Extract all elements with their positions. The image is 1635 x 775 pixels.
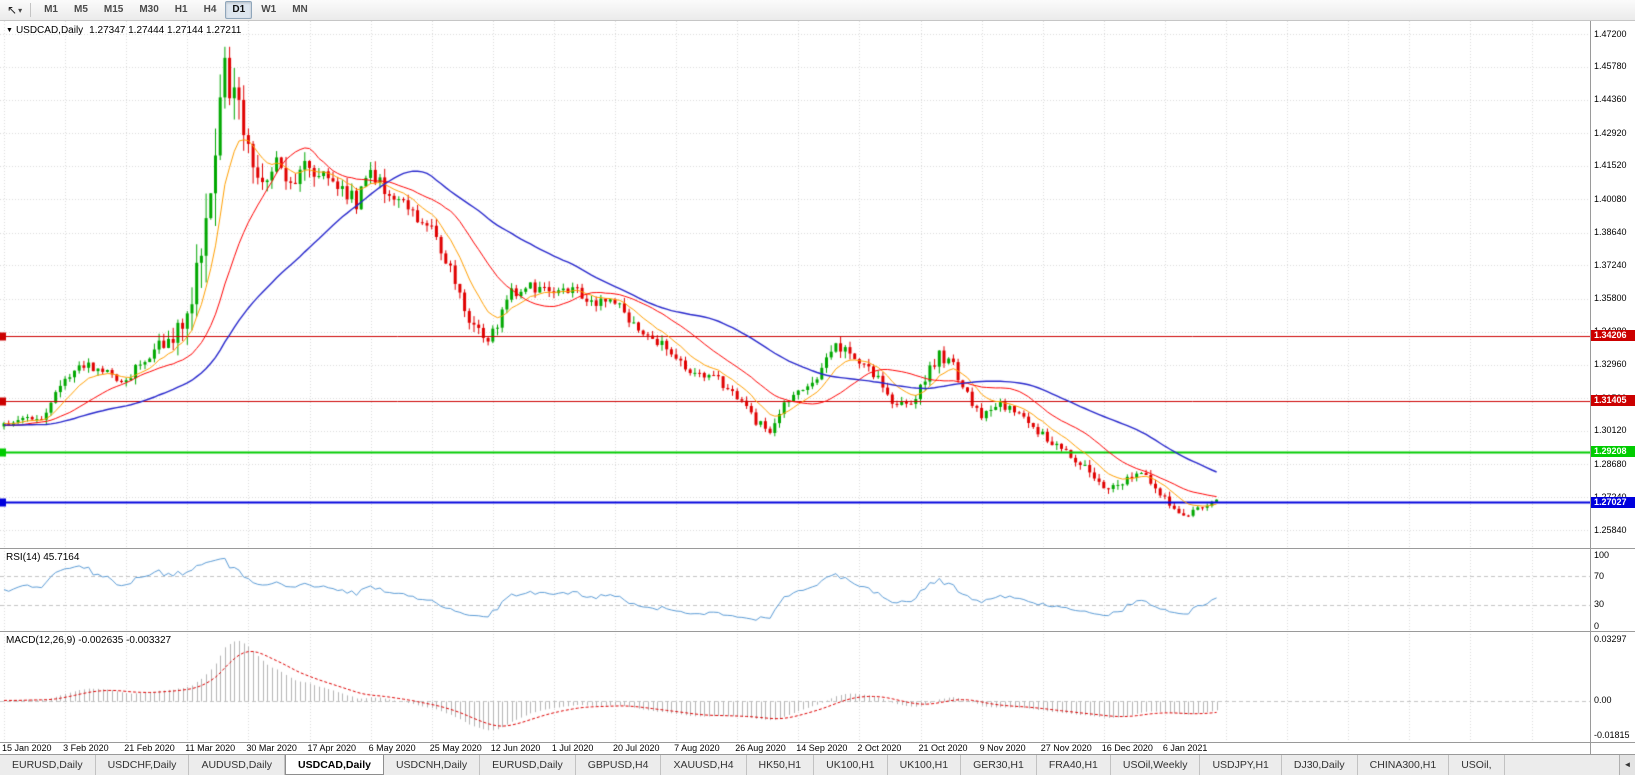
date-axis-label: 16 Dec 2020 xyxy=(1101,743,1153,753)
price-axis-label: 1.28680 xyxy=(1594,458,1627,469)
panel-separator[interactable] xyxy=(0,548,1635,549)
chart-tab-audusd-daily[interactable]: AUDUSD,Daily xyxy=(189,755,286,775)
cursor-icon: ↖ xyxy=(7,3,18,17)
price-axis-label: 1.40080 xyxy=(1594,193,1627,204)
date-axis-label: 12 Jun 2020 xyxy=(490,743,541,753)
chart-tab-hk50-h1[interactable]: HK50,H1 xyxy=(747,755,815,775)
chart-tab-fra40-h1[interactable]: FRA40,H1 xyxy=(1037,755,1111,775)
price-axis-label: 1.45780 xyxy=(1594,61,1627,72)
level-price-badge: 1.27027 xyxy=(1591,496,1635,508)
date-axis-label: 15 Jan 2020 xyxy=(2,743,52,753)
price-axis-label: 1.30120 xyxy=(1594,425,1627,436)
price-axis-label: 1.37240 xyxy=(1594,259,1627,270)
rsi-axis-label: 0 xyxy=(1594,620,1600,631)
price-axis-label: 1.42920 xyxy=(1594,127,1627,138)
date-axis-label: 27 Nov 2020 xyxy=(1040,743,1092,753)
chart-tab-usdjpy-h1[interactable]: USDJPY,H1 xyxy=(1200,755,1282,775)
chart-tab-eurusd-daily[interactable]: EURUSD,Daily xyxy=(0,755,96,775)
chart-window: ▼ USDCAD,Daily 1.27347 1.27444 1.27144 1.2… xyxy=(0,21,1635,754)
timeframe-button-d1[interactable]: D1 xyxy=(225,1,253,19)
macd-axis-label: 0.00 xyxy=(1594,695,1612,706)
level-price-badge: 1.34206 xyxy=(1591,330,1635,342)
tabs-scroll-left-button[interactable]: ◄ xyxy=(1619,755,1635,775)
timeframe-button-m15[interactable]: M15 xyxy=(103,4,124,15)
chart-tabs-bar: EURUSD,Daily USDCHF,Daily AUDUSD,Daily USDC… xyxy=(0,754,1635,775)
chart-tab-uk100-h1[interactable]: UK100,H1 xyxy=(814,755,888,775)
level-price-badge: 1.29208 xyxy=(1591,446,1635,458)
timeframe-button-h4[interactable]: H4 xyxy=(203,4,217,15)
price-axis[interactable]: 1.47200 1.45780 1.44360 1.42920 1.41520 1.400… xyxy=(1591,21,1635,754)
chart-tab-dj30-daily[interactable]: DJ30,Daily xyxy=(1282,755,1358,775)
macd-axis-label: 0.03297 xyxy=(1594,633,1627,644)
timeframe-button-m30[interactable]: M30 xyxy=(139,4,159,15)
date-axis-label: 6 Jan 2021 xyxy=(1162,743,1208,753)
timeframe-toolbar: ↖ ▾ M1 M5 M15 M30 H1 H4 D1 W1 MN xyxy=(0,0,1635,21)
chart-tab-gbpusd-h4[interactable]: GBPUSD,H4 xyxy=(576,755,662,775)
panel-separator[interactable] xyxy=(0,631,1635,632)
date-axis-label: 21 Feb 2020 xyxy=(124,743,175,753)
chart-tab-usdchf-daily[interactable]: USDCHF,Daily xyxy=(96,755,190,775)
chart-title: ▼ USDCAD,Daily 1.27347 1.27444 1.27144 1.2… xyxy=(6,25,241,36)
price-axis-label: 1.35800 xyxy=(1594,293,1627,304)
timeframe-button-m1[interactable]: M1 xyxy=(44,4,58,15)
macd-indicator-label: MACD(12,26,9) -0.002635 -0.003327 xyxy=(6,635,172,646)
chart-tab-china300-h1[interactable]: CHINA300,H1 xyxy=(1358,755,1450,775)
price-axis-label: 1.47200 xyxy=(1594,28,1627,39)
price-axis-divider xyxy=(1590,21,1591,754)
chart-tabs: EURUSD,Daily USDCHF,Daily AUDUSD,Daily USDC… xyxy=(0,755,1635,775)
date-axis-label: 11 Mar 2020 xyxy=(185,743,236,753)
chart-tab-uk100-h1[interactable]: UK100,H1 xyxy=(888,755,962,775)
collapse-triangle-icon[interactable]: ▼ xyxy=(6,27,13,34)
date-axis[interactable]: 15 Jan 2020 3 Feb 2020 21 Feb 2020 11 Mar 2… xyxy=(0,742,1590,754)
chart-tab-usoil-weekly[interactable]: USOil,Weekly xyxy=(1111,755,1201,775)
date-axis-label: 9 Nov 2020 xyxy=(979,743,1026,753)
rsi-axis-label: 100 xyxy=(1594,549,1610,560)
date-axis-label: 6 May 2020 xyxy=(368,743,416,753)
timeframe-buttons-group: M1 M5 M15 M30 H1 H4 D1 W1 MN xyxy=(36,1,316,19)
price-axis-label: 1.32960 xyxy=(1594,359,1627,370)
date-axis-label: 3 Feb 2020 xyxy=(63,743,109,753)
date-axis-label: 21 Oct 2020 xyxy=(918,743,968,753)
chart-ohlc-values: 1.27347 1.27444 1.27144 1.27211 xyxy=(89,25,242,36)
chart-symbol-label: USDCAD,Daily xyxy=(15,25,84,36)
price-axis-label: 1.25840 xyxy=(1594,524,1627,535)
date-axis-label: 25 May 2020 xyxy=(429,743,482,753)
date-axis-label: 17 Apr 2020 xyxy=(307,743,357,753)
date-axis-label: 30 Mar 2020 xyxy=(246,743,297,753)
macd-indicator-canvas[interactable] xyxy=(0,631,1590,742)
rsi-indicator-label: RSI(14) 45.7164 xyxy=(6,552,80,563)
chart-tab-usdcad-daily[interactable]: USDCAD,Daily xyxy=(285,755,384,775)
cursor-tool-button[interactable]: ↖ ▾ xyxy=(4,3,25,17)
date-axis-label: 7 Aug 2020 xyxy=(674,743,720,753)
date-axis-label: 2 Oct 2020 xyxy=(857,743,902,753)
chart-tab-ger30-h1[interactable]: GER30,H1 xyxy=(961,755,1037,775)
date-axis-label: 26 Aug 2020 xyxy=(735,743,786,753)
level-price-badge: 1.31405 xyxy=(1591,395,1635,407)
price-chart-canvas[interactable] xyxy=(0,21,1590,548)
macd-axis-label: -0.01815 xyxy=(1594,729,1630,740)
chart-tab-usoil[interactable]: USOil, xyxy=(1449,755,1505,775)
rsi-axis-label: 70 xyxy=(1594,570,1605,581)
timeframe-button-mn[interactable]: MN xyxy=(292,4,308,15)
chart-tab-eurusd-daily[interactable]: EURUSD,Daily xyxy=(480,755,576,775)
chart-tab-xauusd-h4[interactable]: XAUUSD,H4 xyxy=(661,755,747,775)
chevron-down-icon: ▾ xyxy=(18,5,23,15)
price-axis-label: 1.41520 xyxy=(1594,160,1627,171)
rsi-axis-label: 30 xyxy=(1594,599,1605,610)
chart-tab-usdcnh-daily[interactable]: USDCNH,Daily xyxy=(384,755,481,775)
panel-separator xyxy=(0,742,1635,743)
rsi-indicator-canvas[interactable] xyxy=(0,548,1590,631)
price-axis-label: 1.38640 xyxy=(1594,227,1627,238)
date-axis-label: 14 Sep 2020 xyxy=(796,743,848,753)
price-axis-label: 1.44360 xyxy=(1594,94,1627,105)
toolbar-divider xyxy=(30,3,32,17)
date-axis-label: 1 Jul 2020 xyxy=(551,743,594,753)
timeframe-button-h1[interactable]: H1 xyxy=(174,4,188,15)
timeframe-button-m5[interactable]: M5 xyxy=(73,4,88,15)
date-axis-label: 20 Jul 2020 xyxy=(613,743,660,753)
timeframe-button-w1[interactable]: W1 xyxy=(261,4,277,15)
